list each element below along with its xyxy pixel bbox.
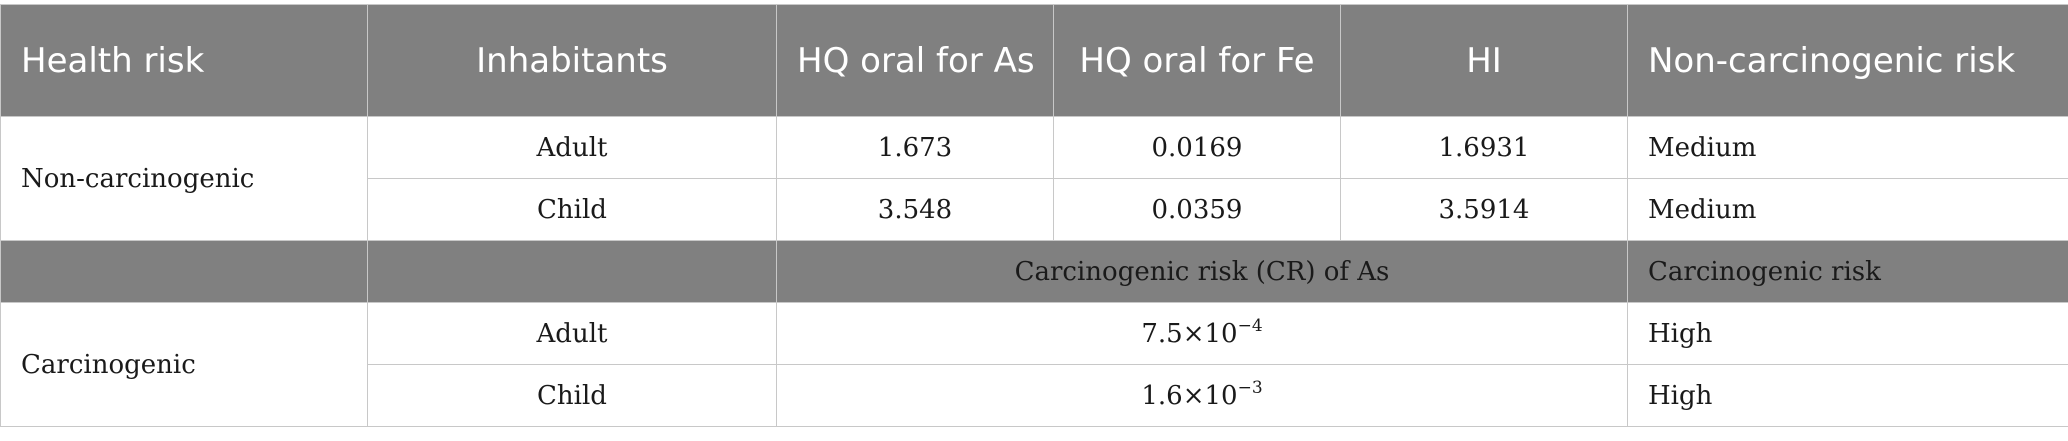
cell-risk-level: Medium (1627, 116, 2068, 179)
cell-hi: 3.5914 (1340, 178, 1628, 241)
table-row: Child 1.6×10−3 High (1, 364, 2068, 427)
subheader-cr-label: Carcinogenic risk (CR) of As (776, 240, 1628, 303)
header-inhabitants: Inhabitants (367, 4, 777, 117)
cr-times: × (1182, 380, 1205, 411)
subheader-carcinogenic-risk: Carcinogenic risk (1627, 240, 2068, 303)
cell-inhabitant: Adult (367, 116, 777, 179)
cr-exponent: −3 (1237, 377, 1263, 398)
header-hq-oral-as: HQ oral for As (776, 4, 1054, 117)
table-header-row: Health risk Inhabitants HQ oral for As H… (0, 4, 2068, 117)
cell-risk-level: High (1627, 302, 2068, 365)
cell-cr-value: 1.6×10−3 (776, 364, 1628, 427)
cell-cr-value: 7.5×10−4 (776, 302, 1628, 365)
cell-hi: 1.6931 (1340, 116, 1628, 179)
cr-times: × (1182, 318, 1205, 349)
cell-risk-level: High (1627, 364, 2068, 427)
header-noncarcinogenic-risk: Non-carcinogenic risk (1627, 4, 2068, 117)
group-label-carcinogenic: Carcinogenic (0, 302, 368, 427)
table-row: Carcinogenic Adult 7.5×10−4 High (0, 302, 2068, 427)
header-hi: HI (1340, 4, 1628, 117)
cell-inhabitant: Child (367, 178, 777, 241)
group-label-noncarcinogenic: Non-carcinogenic (0, 116, 368, 241)
cell-risk-level: Medium (1627, 178, 2068, 241)
header-health-risk: Health risk (0, 4, 368, 117)
cell-inhabitant: Adult (367, 302, 777, 365)
cr-base: 10 (1204, 318, 1238, 349)
cell-hq-as: 1.673 (776, 116, 1054, 179)
cr-mantissa: 7.5 (1141, 318, 1183, 349)
subheader-blank (367, 240, 777, 303)
cell-hq-fe: 0.0359 (1053, 178, 1341, 241)
table-subheader-row: Carcinogenic risk (CR) of As Carcinogeni… (0, 240, 2068, 303)
cell-hq-as: 3.548 (776, 178, 1054, 241)
cr-base: 10 (1204, 380, 1238, 411)
header-hq-oral-fe: HQ oral for Fe (1053, 4, 1341, 117)
health-risk-table: Health risk Inhabitants HQ oral for As H… (0, 4, 2068, 427)
cell-hq-fe: 0.0169 (1053, 116, 1341, 179)
cr-exponent: −4 (1237, 315, 1263, 336)
cr-mantissa: 1.6 (1141, 380, 1183, 411)
table-row: Non-carcinogenic Adult 1.673 0.0169 1.69… (0, 116, 2068, 241)
subheader-blank (0, 240, 368, 303)
cell-inhabitant: Child (367, 364, 777, 427)
